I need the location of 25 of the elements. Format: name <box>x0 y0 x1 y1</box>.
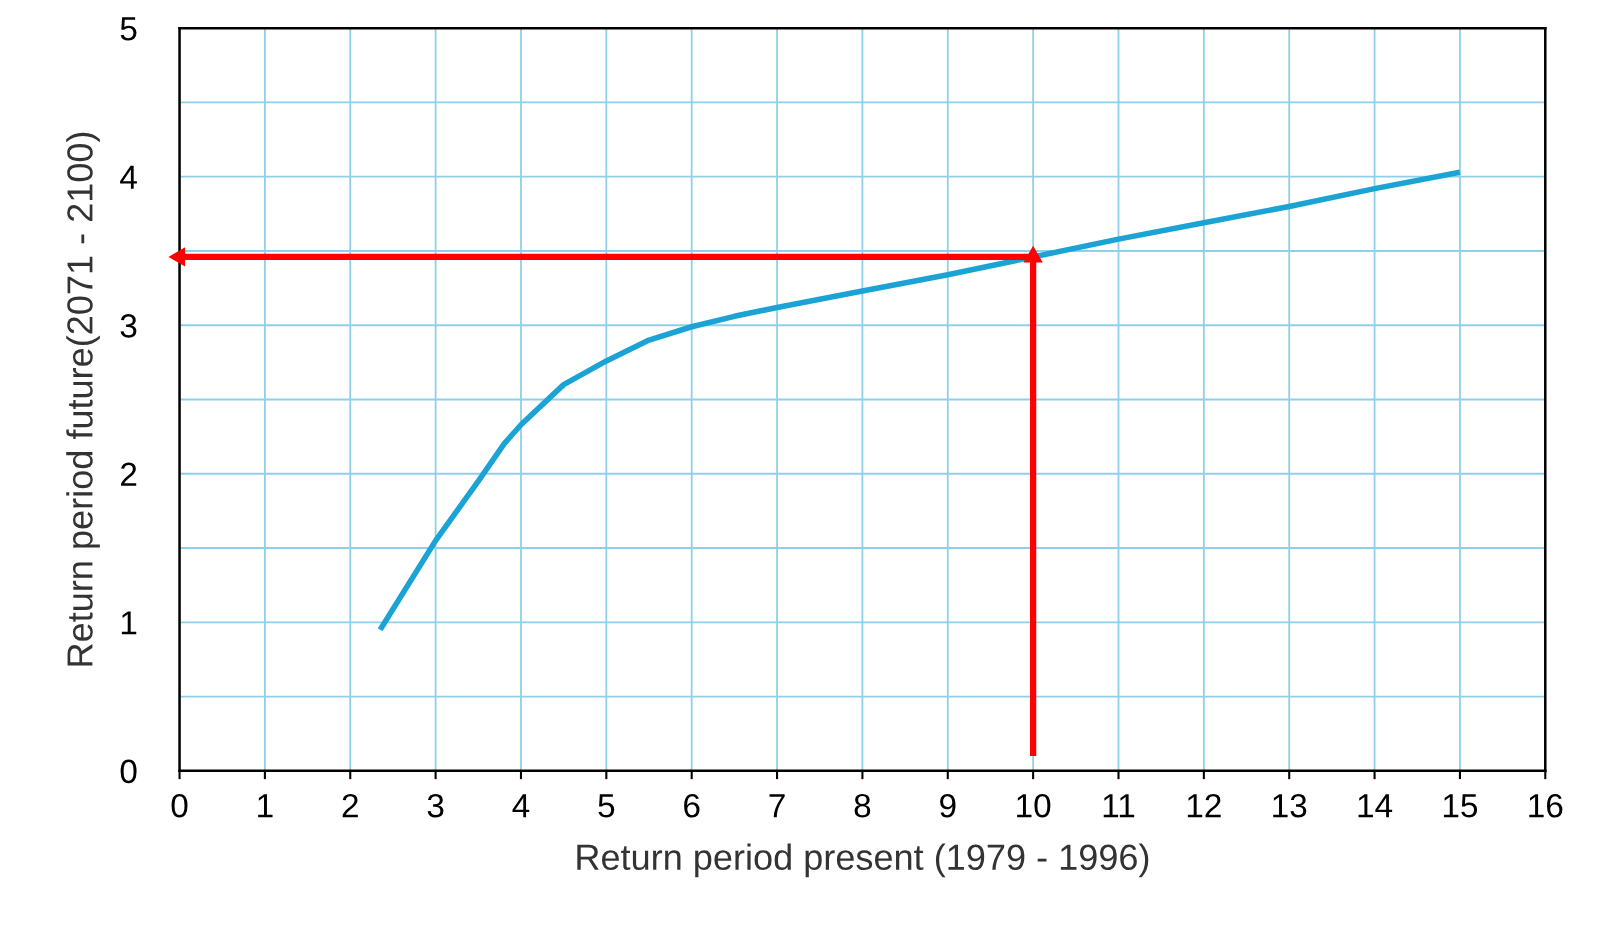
x-axis-title: Return period present (1979 - 1996) <box>577 843 1149 878</box>
x-tick-label: 7 <box>769 794 785 818</box>
x-tick-label: 12 <box>1187 793 1221 818</box>
x-tick-label: 10 <box>1017 793 1051 818</box>
x-tick-label: 11 <box>1103 794 1135 818</box>
x-tick-label: 8 <box>854 793 871 818</box>
x-tick-label: 6 <box>684 793 700 818</box>
x-tick-label: 2 <box>342 793 358 818</box>
y-tick-label: 5 <box>120 17 137 41</box>
y-tick-label: 0 <box>120 759 137 784</box>
y-tick-label: 2 <box>121 462 137 486</box>
x-tick-label: 14 <box>1358 794 1393 818</box>
x-tick-label: 15 <box>1443 794 1478 818</box>
x-tick-label: 13 <box>1273 793 1307 818</box>
y-tick-label: 3 <box>120 314 137 338</box>
x-tick-label: 4 <box>512 794 530 818</box>
x-tick-label: 5 <box>598 794 615 818</box>
y-tick-label: 4 <box>120 165 137 189</box>
y-axis-title: Return period future(2071 - 2100) <box>66 132 100 666</box>
x-tick-label: 1 <box>258 794 273 818</box>
y-tick-label: 1 <box>121 611 137 635</box>
x-tick-label: 3 <box>427 793 444 818</box>
x-tick-label: 16 <box>1529 793 1563 818</box>
x-tick-label: 0 <box>171 793 188 818</box>
x-tick-label: 9 <box>940 793 956 818</box>
